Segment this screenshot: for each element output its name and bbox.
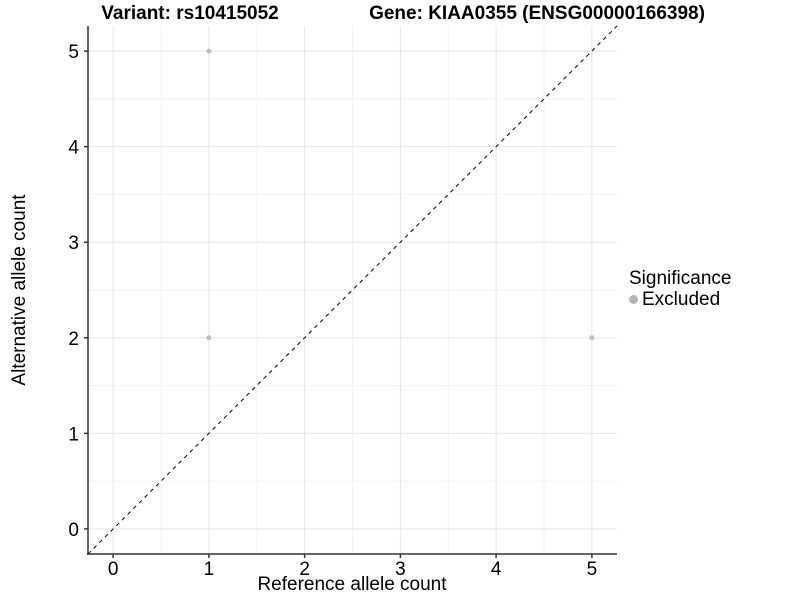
data-point: [589, 335, 595, 341]
y-tick-label: 3: [68, 233, 79, 254]
x-tick-label: 3: [395, 559, 406, 580]
legend-point-icon: [629, 295, 638, 304]
legend-item-excluded: Excluded: [629, 289, 731, 310]
legend: Significance Excluded: [629, 268, 731, 310]
y-tick-label: 2: [68, 329, 79, 350]
legend-item-label: Excluded: [642, 289, 721, 310]
legend-title: Significance: [629, 268, 732, 289]
y-axis-title: Alternative allele count: [9, 194, 30, 386]
y-tick-label: 1: [68, 424, 79, 445]
x-tick-label: 4: [491, 559, 502, 580]
plot-title-gene: Gene: KIAA0355 (ENSG00000166398): [369, 3, 705, 24]
x-tick-label: 5: [587, 559, 598, 580]
x-axis-title: Reference allele count: [257, 574, 447, 595]
plot-title-variant: Variant: rs10415052: [101, 3, 279, 24]
x-tick-label: 2: [299, 559, 310, 580]
y-tick-label: 5: [68, 42, 79, 63]
y-tick-label: 4: [68, 138, 79, 159]
y-tick-label: 0: [68, 520, 79, 541]
data-point: [206, 48, 212, 54]
x-tick-label: 1: [204, 559, 215, 580]
x-tick-label: 0: [108, 559, 119, 580]
data-point: [206, 335, 212, 341]
